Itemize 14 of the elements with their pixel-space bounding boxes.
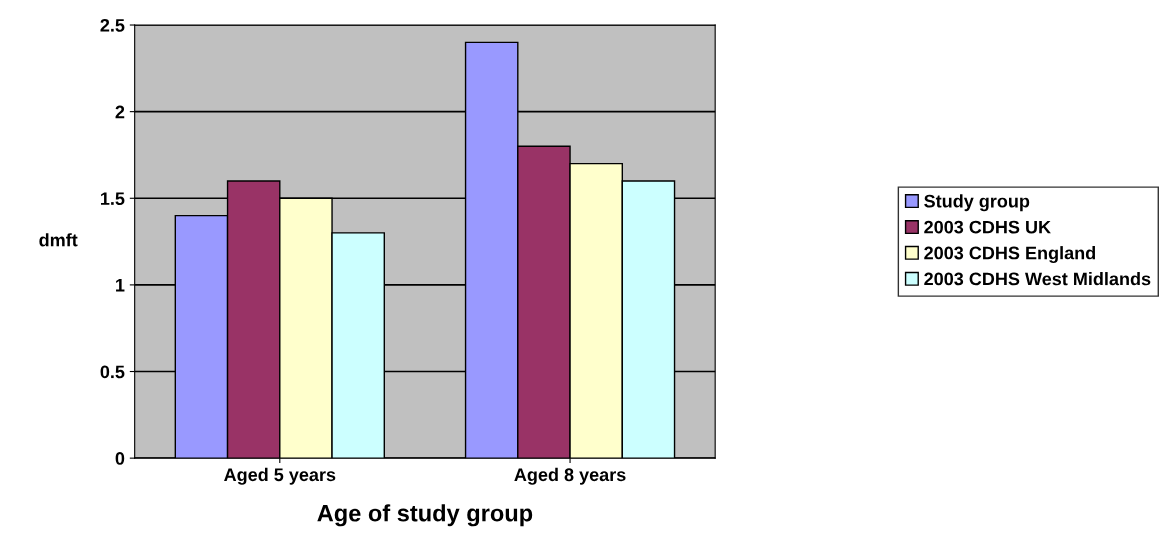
y-axis-title: dmft	[39, 233, 78, 247]
legend-label: 2003 CDHS West Midlands	[924, 272, 1151, 286]
x-tick-label: Aged 5 years	[224, 467, 336, 485]
legend-label: 2003 CDHS England	[924, 246, 1096, 264]
y-tick-label: 0	[115, 452, 125, 465]
y-tick-label: 0.5	[100, 365, 125, 379]
legend-label: 2003 CDHS UK	[924, 220, 1051, 234]
legend-label: Study group	[924, 194, 1030, 212]
y-tick-label: 1	[116, 279, 125, 292]
y-tick-label: 1.5	[100, 192, 125, 205]
y-tick-label: 2	[115, 105, 125, 119]
x-tick-label: Aged 8 years	[514, 467, 626, 485]
x-axis-title: Age of study group	[317, 504, 533, 527]
y-tick-label: 2.5	[100, 18, 125, 32]
